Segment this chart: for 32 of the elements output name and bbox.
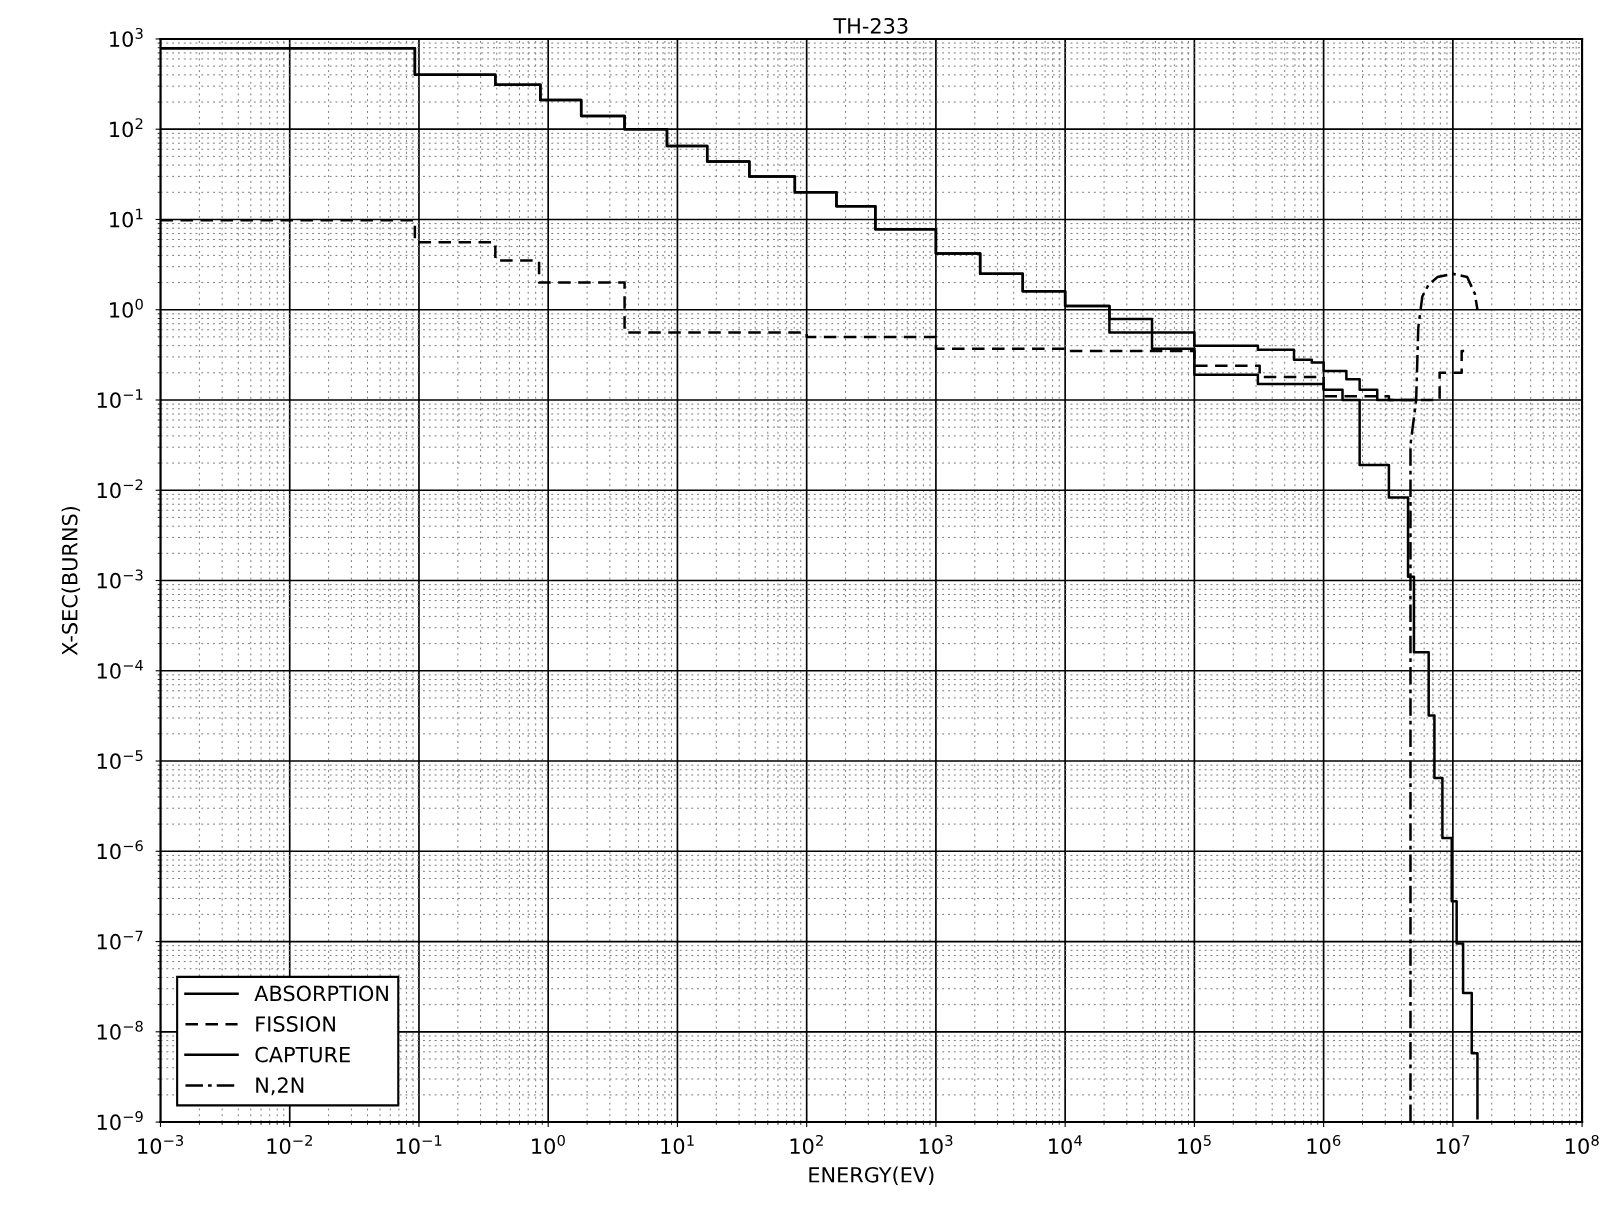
x-tick-label: 10$^{7}$: [1436, 1135, 1470, 1155]
y-tick-label: 10$^{−9}$: [97, 1111, 143, 1131]
y-tick-label: 10$^{−8}$: [97, 1020, 143, 1040]
y-tick-label: 10$^{−2}$: [97, 479, 143, 499]
y-tick-label: 10$^{−1}$: [97, 389, 143, 409]
chart-title: TH-233: [833, 17, 908, 34]
y-tick-label: 10$^{−7}$: [97, 930, 143, 950]
x-tick-label: 10$^{4}$: [1049, 1135, 1082, 1155]
x-tick-label: 10$^{2}$: [790, 1134, 823, 1155]
x-tick-label: 10$^{−3}$: [138, 1134, 184, 1155]
x-tick-label: 10$^{3}$: [919, 1134, 953, 1155]
x-tick-label: 10$^{−2}$: [267, 1134, 312, 1155]
legend-label: N,2N: [256, 1077, 304, 1096]
y-tick-label: 10$^{3}$: [110, 27, 143, 47]
x-tick-label: 10$^{0}$: [532, 1134, 565, 1155]
y-tick-label: 10$^{0}$: [110, 298, 143, 318]
y-tick-label: 10$^{−3}$: [97, 569, 143, 589]
legend-label: CAPTURE: [255, 1046, 350, 1063]
x-tick-label: 10$^{6}$: [1307, 1134, 1341, 1155]
x-axis-title: ENERGY(EV): [809, 1166, 934, 1186]
y-tick-label: 10$^{−5}$: [97, 750, 143, 770]
x-tick-label: 10$^{8}$: [1566, 1134, 1599, 1155]
y-axis-title: X-SEC(BURNS): [61, 506, 81, 656]
legend-label: ABSORPTION: [254, 985, 388, 1002]
legend-label: FISSION: [256, 1016, 335, 1032]
x-tick-label: 10$^{−1}$: [396, 1135, 442, 1155]
y-tick-label: 10$^{2}$: [110, 118, 143, 138]
y-tick-label: 10$^{1}$: [110, 208, 143, 228]
x-tick-label: 10$^{1}$: [661, 1135, 694, 1155]
y-tick-label: 10$^{−4}$: [97, 659, 143, 679]
y-tick-label: 10$^{−6}$: [97, 840, 143, 860]
x-tick-label: 10$^{5}$: [1178, 1135, 1211, 1155]
